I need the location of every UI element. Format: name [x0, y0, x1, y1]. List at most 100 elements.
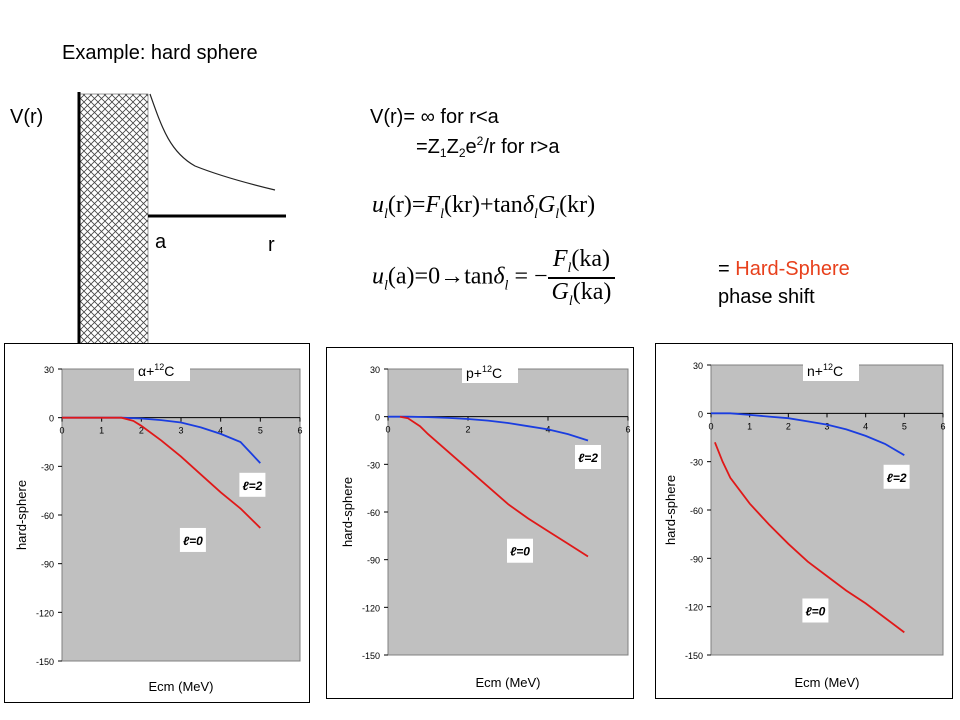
potential-condition-2: /r for r>a [483, 136, 560, 158]
x-tick-label: 1 [747, 421, 752, 431]
y-tick-label: -120 [362, 603, 380, 613]
y-tick-label: -90 [367, 556, 380, 566]
x-tick-label: 2 [786, 421, 791, 431]
z-text-2: Z [446, 136, 459, 158]
y-tick-label: -30 [367, 460, 380, 470]
annotation-box [883, 464, 910, 489]
y-axis-label: hard-sphere [340, 477, 355, 547]
annotation-box [575, 444, 601, 469]
series-annotation: ℓ=2 [883, 464, 910, 489]
eq1-F: F [425, 192, 441, 218]
eq2-lhs: (a)=0 [387, 263, 441, 290]
x-tick-label: 0 [708, 421, 713, 431]
note-prefix: = [718, 258, 736, 280]
series-line-l2 [711, 412, 905, 456]
eq2-ka-den: (ka) [572, 279, 612, 305]
r-label: r [268, 234, 275, 256]
y-tick-label: 30 [693, 361, 703, 371]
eq2-u: u [372, 263, 384, 290]
eq1-G: G [537, 192, 556, 218]
plot-area [61, 368, 301, 662]
series-line-l0 [62, 416, 261, 529]
annotation-box [239, 472, 266, 497]
z1-subscript: 1 [439, 146, 447, 160]
eq2-fraction: Fl(ka) Gl(ka) [547, 246, 616, 310]
chart-title-box [134, 359, 190, 381]
x-tick-label: 1 [99, 426, 104, 436]
annotation-label: ℓ=2 [578, 451, 598, 465]
plot-area [387, 368, 629, 656]
eq2-delta-sub: l [504, 278, 509, 294]
series-line-l0 [399, 415, 589, 558]
eq1-G-sub: l [555, 207, 560, 222]
v-axis-label: V(r) [10, 106, 44, 128]
series-line-l0 [714, 441, 905, 634]
annotation-label: ℓ=0 [183, 534, 203, 548]
eq1-delta-sub: l [533, 207, 538, 222]
y-axis-label: hard-sphere [663, 475, 678, 545]
x-axis-label: Ecm (MeV) [476, 675, 541, 690]
x-tick-label: 2 [465, 425, 470, 435]
n-c12-chart: 30 0 -30 -60 -90 -120 -150 0 1 2 3 4 5 6 n+12C ℓ=2 ℓ=0 ha… [655, 343, 953, 699]
y-tick-label: -30 [41, 462, 54, 472]
x-tick-label: 0 [385, 425, 390, 435]
chart-title-text: α+12C [138, 362, 174, 379]
boundary-equation: ul(a)=0→tanδl = − Fl(ka) Gl(ka) [372, 246, 616, 310]
x-tick-label: 6 [940, 421, 945, 431]
x-tick-label: 6 [297, 426, 302, 436]
annotation-box [802, 598, 829, 623]
potential-line-1: V(r)= ∞ for r<a [370, 106, 499, 129]
annotation-box [179, 527, 206, 552]
y-tick-label: -30 [690, 458, 703, 468]
coulomb-tail-curve [149, 93, 276, 191]
e-text: e [465, 136, 477, 158]
eq2-numerator: Fl(ka) [547, 246, 616, 279]
series-annotation: ℓ=2 [575, 444, 601, 469]
series-annotation: ℓ=0 [507, 538, 533, 563]
y-tick-label: -60 [41, 511, 54, 521]
infinity-symbol: ∞ [420, 106, 435, 128]
eq1-F-sub: l [440, 207, 444, 222]
x-tick-label: 3 [824, 421, 829, 431]
chart-title-text: n+12C [807, 362, 843, 379]
eq2-delta: δ [493, 263, 505, 290]
annotation-label: ℓ=0 [805, 605, 825, 619]
y-tick-label: 0 [698, 409, 703, 419]
y-tick-label: 0 [375, 413, 380, 423]
eq2-G-sub: l [568, 294, 573, 309]
eq1-kr1: (kr)+ [443, 192, 494, 218]
potential-condition-1: for r<a [434, 106, 499, 128]
eq2-G: G [551, 279, 569, 305]
chart-title: p+12C [462, 361, 518, 383]
eq1-kr2: (kr) [559, 192, 596, 218]
y-tick-label: -120 [685, 603, 703, 613]
eq2-F: F [552, 246, 568, 272]
chart-title: n+12C [803, 359, 859, 381]
x-tick-label: 4 [863, 421, 868, 431]
eq1-u: u [372, 192, 384, 218]
x-axis-label: Ecm (MeV) [149, 679, 214, 694]
eq2-denominator: Gl(ka) [548, 279, 616, 310]
alpha-c12-chart: 30 0 -30 -60 -90 -120 -150 0 1 2 3 4 5 6 α+12C ℓ=2 ℓ=0 ha… [4, 343, 310, 703]
annotation-box [507, 538, 533, 563]
x-tick-label: 5 [258, 426, 263, 436]
y-tick-label: -150 [362, 651, 380, 661]
x-tick-label: 3 [178, 426, 183, 436]
hard-sphere-note: = Hard-Sphere [718, 258, 850, 281]
x-axis-label: Ecm (MeV) [795, 675, 860, 690]
y-tick-label: -120 [36, 608, 54, 618]
y-tick-label: -150 [685, 651, 703, 661]
x-tick-label: 2 [139, 426, 144, 436]
eq1-tan: tan [493, 192, 523, 218]
e-superscript: 2 [476, 134, 484, 148]
eq2-arrow: → [440, 263, 465, 290]
y-tick-label: -60 [367, 508, 380, 518]
a-label: a [155, 231, 167, 253]
wavefunction-equation: ul(r)=Fl(kr)+tanδlGl(kr) [372, 192, 595, 223]
hard-core-region [79, 93, 149, 349]
y-tick-label: -90 [690, 554, 703, 564]
note-highlight: Hard-Sphere [735, 258, 850, 280]
eq2-equals: = − [508, 263, 548, 290]
eq2-F-sub: l [567, 261, 572, 276]
